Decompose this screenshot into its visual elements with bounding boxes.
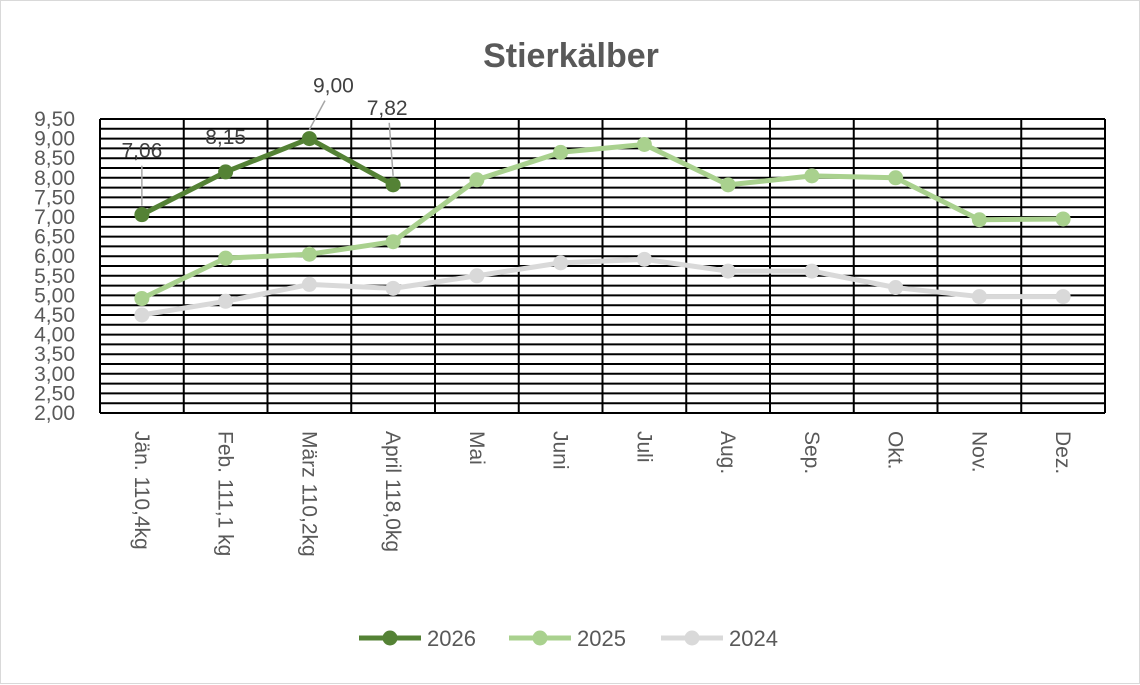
data-point [720,177,736,193]
series-layer [134,131,1071,323]
legend-marker [532,630,548,646]
legend: 2026 2025 2024 [359,626,778,651]
data-point [301,131,317,147]
y-axis-tick-labels: 2,002,503,003,504,004,505,005,506,006,50… [34,108,75,425]
legend-label: 2026 [427,626,476,651]
data-point [385,177,401,193]
data-label: 8,15 [205,126,246,149]
data-point [636,136,652,152]
data-point [218,250,234,266]
data-point [301,276,317,292]
series-line [140,136,395,217]
data-point [636,251,652,267]
x-tick-label: Feb. 111,1 kg [214,431,237,556]
data-point [1055,211,1071,227]
data-label-leader [308,100,326,130]
y-tick-label: 9,00 [34,128,75,151]
data-point [553,255,569,271]
legend-label: 2025 [577,626,626,651]
data-point [553,144,569,160]
data-labels: 7,06 8,15 9,00 7,82 [121,75,408,206]
y-tick-label: 3,50 [34,343,75,366]
y-tick-label: 8,50 [34,147,75,170]
y-tick-label: 2,00 [34,402,75,425]
legend-marker [382,630,398,646]
legend-marker [684,630,700,646]
series-line [141,256,1064,318]
data-point [888,280,904,296]
y-tick-label: 9,50 [34,108,75,131]
y-tick-label: 6,00 [34,245,75,268]
y-tick-label: 7,00 [34,206,75,229]
x-tick-label: Juni [549,431,572,470]
y-tick-label: 5,00 [34,284,75,307]
data-label-leader [388,122,394,176]
x-tick-label: Mai [465,431,488,465]
data-label: 7,06 [121,140,162,163]
y-tick-label: 4,00 [34,324,75,347]
data-point [385,234,401,250]
x-tick-label: Nov. [967,431,990,473]
x-axis-tick-labels: Jän. 110,4kg Feb. 111,1 kg März 110,2kg Apr… [130,431,1074,557]
y-tick-label: 7,50 [34,186,75,209]
x-tick-label: Dez. [1051,431,1074,474]
legend-item-2024: 2024 [661,626,778,651]
chart-title: Stierkälber [483,37,659,75]
data-point [971,289,987,305]
data-point [134,291,150,307]
series-line [140,141,1064,301]
data-point [134,207,150,223]
data-point [301,246,317,262]
data-point [1055,289,1071,305]
y-tick-label: 3,00 [34,363,75,386]
data-label: 9,00 [313,75,354,98]
data-point [218,164,234,180]
data-point [888,170,904,186]
data-label: 7,82 [367,97,408,120]
y-tick-label: 2,50 [34,382,75,405]
series-2025 [134,136,1071,307]
y-tick-label: 5,50 [34,265,75,288]
data-point [469,172,485,188]
data-point [218,293,234,309]
series-2026 [134,131,401,223]
x-tick-label: Jän. 110,4kg [130,431,153,550]
legend-item-2025: 2025 [509,626,626,651]
series-2024 [134,251,1071,323]
x-tick-label: März 110,2kg [297,431,320,557]
y-tick-label: 6,50 [34,226,75,249]
x-tick-label: Sep. [800,431,823,474]
data-point [720,263,736,279]
x-tick-label: Juli [632,431,655,463]
data-point [971,212,987,228]
legend-item-2026: 2026 [359,626,476,651]
x-tick-label: Aug. [716,431,739,474]
data-point [134,307,150,323]
y-tick-label: 8,00 [34,167,75,190]
data-point [385,280,401,296]
data-point [804,168,820,184]
data-point [469,268,485,284]
x-tick-label: Okt. [884,431,907,470]
legend-label: 2024 [729,626,778,651]
y-tick-label: 4,50 [34,304,75,327]
x-tick-label: April 118,0kg [381,431,404,552]
data-point [804,263,820,279]
